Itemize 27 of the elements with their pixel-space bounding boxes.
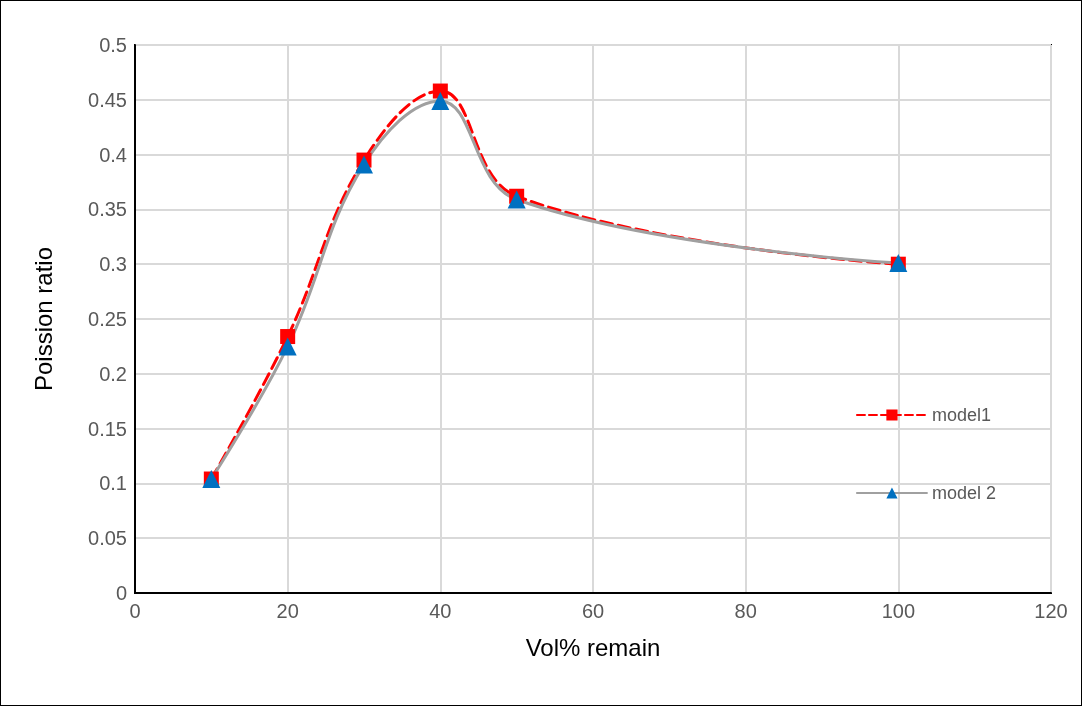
x-tick-label: 20	[276, 600, 299, 622]
point	[431, 91, 450, 110]
y-tick-label: 0.2	[99, 362, 127, 385]
legend-label: model 2	[931, 483, 997, 503]
y-tick-label: 0.45	[88, 88, 127, 111]
y-tick-label: 0	[115, 582, 127, 604]
y-tick-label: 0.3	[99, 253, 127, 276]
y-tick-label: 0.4	[99, 143, 127, 166]
y-tick-label: 0.5	[99, 34, 127, 56]
x-tick-label: 60	[581, 600, 605, 622]
x-tick-label: 0	[129, 600, 141, 622]
x-tick-label: 40	[429, 600, 452, 622]
y-tick-label: 0.15	[88, 417, 127, 440]
y-axis-title: Poission ratio	[29, 246, 57, 392]
y-tick-label: 0.1	[99, 472, 127, 495]
y-tick-label: 0.05	[88, 527, 127, 550]
point	[355, 155, 373, 174]
x-tick-label: 80	[734, 600, 757, 622]
legend-label: model1	[931, 405, 992, 425]
y-tick-label: 0.25	[88, 308, 127, 330]
x-tick-label: 120	[1034, 600, 1068, 622]
y-tick-label: 0.35	[88, 198, 127, 221]
point	[278, 337, 297, 356]
point	[280, 329, 296, 345]
x-axis-title: Vol% remain	[525, 633, 661, 661]
point	[507, 190, 526, 209]
x-tick-label: 100	[881, 600, 916, 622]
